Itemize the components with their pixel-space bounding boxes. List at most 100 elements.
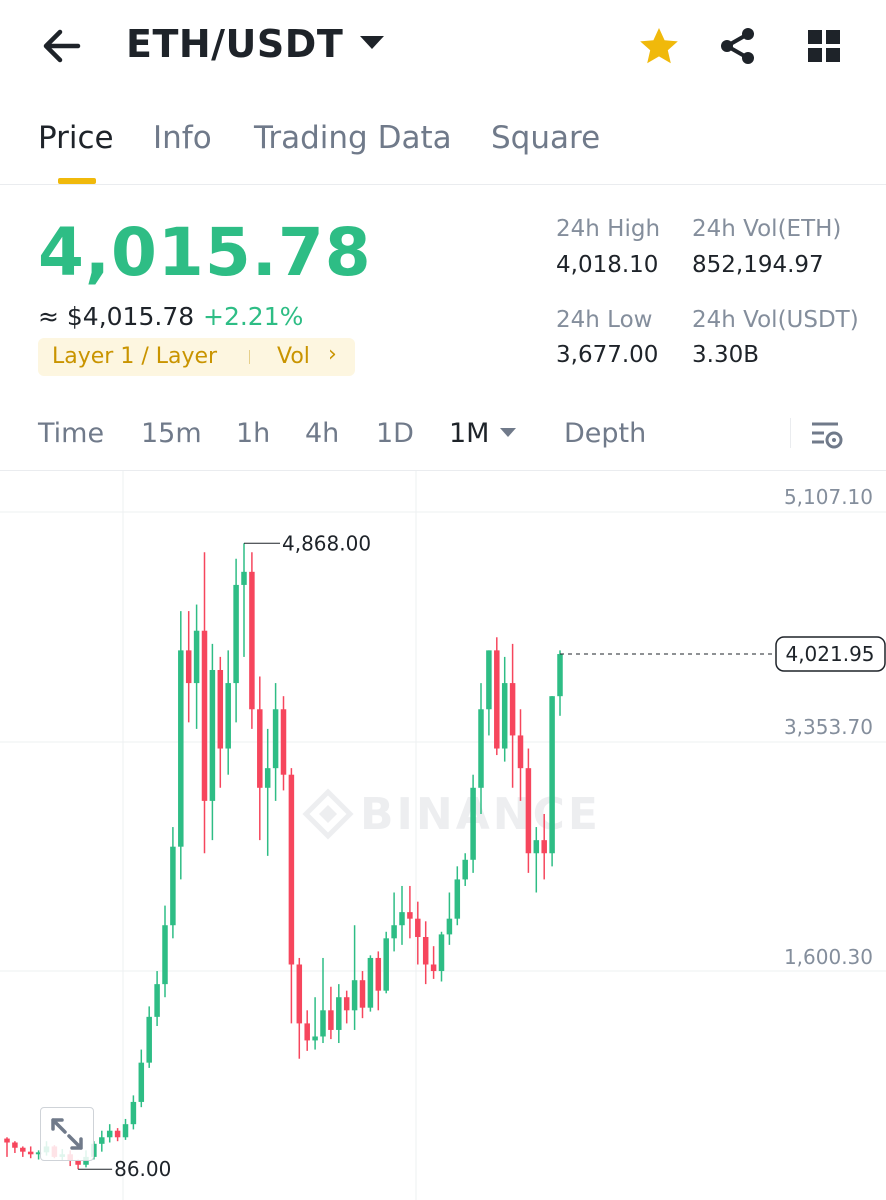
candle-body xyxy=(438,934,445,972)
candle-body xyxy=(20,1147,26,1152)
current-price-box xyxy=(775,636,886,672)
timeframe-depth[interactable]: Depth xyxy=(564,418,647,449)
chevron-right-icon[interactable]: › xyxy=(328,342,337,367)
vol-usdt-24h-label: 24h Vol(USDT) xyxy=(692,307,859,333)
category-tag[interactable] xyxy=(38,338,355,376)
candle-body xyxy=(470,787,476,860)
pair-selector[interactable]: ETH/USDT xyxy=(126,22,344,66)
candle-body xyxy=(541,840,547,854)
candle-body xyxy=(312,1036,318,1041)
candle-body xyxy=(272,709,279,769)
candle-body xyxy=(12,1142,18,1148)
price-axis-label: 1,600.30 xyxy=(784,945,873,969)
candle-body xyxy=(351,980,358,1011)
candle-body xyxy=(201,630,208,801)
candle-body xyxy=(375,957,382,991)
candle-body xyxy=(486,650,492,710)
candle-body xyxy=(407,912,413,919)
candle-body xyxy=(209,669,216,801)
candle-body xyxy=(422,937,429,965)
tab-square[interactable]: Square xyxy=(491,120,601,156)
candles xyxy=(4,543,563,1170)
candle-body xyxy=(249,571,255,710)
candle-body xyxy=(557,654,563,697)
tab-trading-data[interactable]: Trading Data xyxy=(254,120,452,156)
candle-body xyxy=(130,1101,137,1125)
candle-body xyxy=(328,1010,334,1030)
grid-lines xyxy=(0,471,886,1200)
vol-eth-24h-value: 852,194.97 xyxy=(692,252,824,278)
annotations: 4,868.00 86.00 4,021.95 xyxy=(78,531,886,1181)
price-axis-label: 3,353.70 xyxy=(784,715,873,739)
candle-body xyxy=(185,650,192,684)
candle-body xyxy=(383,938,389,991)
timeframe-15m[interactable]: 15m xyxy=(141,418,202,449)
candlestick-chart[interactable]: BINANCE 5,107.10 3,353.70 1,600.30 4,868… xyxy=(0,471,886,1200)
candle-body xyxy=(446,918,453,935)
high-24h-label: 24h High xyxy=(556,216,661,242)
grid-icon xyxy=(808,30,840,62)
candle-body xyxy=(501,683,508,749)
candle-body xyxy=(75,1160,81,1165)
current-price-label: 4,021.95 xyxy=(785,642,874,666)
price-change-percent: +2.21% xyxy=(203,302,304,331)
active-tab-indicator xyxy=(58,178,96,184)
timeframe-1h[interactable]: 1h xyxy=(236,418,271,449)
vol-tag-label[interactable]: Vol xyxy=(277,344,310,369)
candle-body xyxy=(99,1137,105,1144)
candle-body xyxy=(170,846,176,926)
candle-body xyxy=(114,1130,121,1138)
candle-body xyxy=(343,997,350,1011)
share-button[interactable] xyxy=(716,24,760,68)
candle-body xyxy=(217,669,224,749)
min-price-label: 86.00 xyxy=(114,1157,171,1181)
candle-body xyxy=(525,768,532,854)
star-icon xyxy=(640,28,678,64)
timeframe-time[interactable]: Time xyxy=(38,418,105,449)
more-menu-button[interactable] xyxy=(804,26,844,66)
candle-body xyxy=(391,925,397,939)
tab-price[interactable]: Price xyxy=(38,120,114,156)
high-24h-value: 4,018.10 xyxy=(556,252,659,278)
candle-body xyxy=(336,997,342,1030)
low-24h-label: 24h Low xyxy=(556,307,653,333)
candle-body xyxy=(509,683,516,736)
candle-body xyxy=(264,768,271,788)
candle-body xyxy=(304,1023,310,1041)
candle-body xyxy=(178,650,184,847)
timeframe-1d[interactable]: 1D xyxy=(376,418,414,449)
candle-body xyxy=(462,859,468,880)
category-tag-label[interactable]: Layer 1 / Layer xyxy=(52,344,218,369)
candle-body xyxy=(320,1010,326,1037)
expand-chart-button[interactable] xyxy=(40,1107,94,1161)
candle-body xyxy=(494,650,500,749)
candle-body xyxy=(122,1124,129,1138)
candle-body xyxy=(35,1152,42,1155)
low-24h-value: 3,677.00 xyxy=(556,342,659,368)
divider xyxy=(0,184,886,185)
vol-eth-24h-label: 24h Vol(ETH) xyxy=(692,216,842,242)
candle-body xyxy=(415,918,421,938)
timeframe-4h[interactable]: 4h xyxy=(305,418,340,449)
timeframe-1m[interactable]: 1M xyxy=(449,418,490,449)
last-price: 4,015.78 xyxy=(38,214,372,291)
chevron-down-icon[interactable] xyxy=(360,36,384,49)
toolbar-separator xyxy=(790,418,791,448)
chevron-down-icon[interactable] xyxy=(500,428,516,437)
chart-settings-button[interactable] xyxy=(806,416,846,452)
candle-body xyxy=(367,957,374,1008)
candle-body xyxy=(138,1062,145,1102)
expand-icon xyxy=(51,1118,83,1150)
candle-body xyxy=(296,964,303,1024)
candle-body xyxy=(27,1151,34,1155)
candle-body xyxy=(454,879,461,919)
chart-settings-icon xyxy=(812,422,843,449)
vol-usdt-24h-value: 3.30B xyxy=(692,342,759,368)
candle-body xyxy=(225,683,231,749)
back-button[interactable] xyxy=(38,22,86,70)
candle-body xyxy=(4,1138,10,1143)
watermark: BINANCE xyxy=(302,788,598,840)
tab-info[interactable]: Info xyxy=(153,120,212,156)
candle-body xyxy=(193,630,200,684)
favorite-button[interactable] xyxy=(636,24,682,70)
